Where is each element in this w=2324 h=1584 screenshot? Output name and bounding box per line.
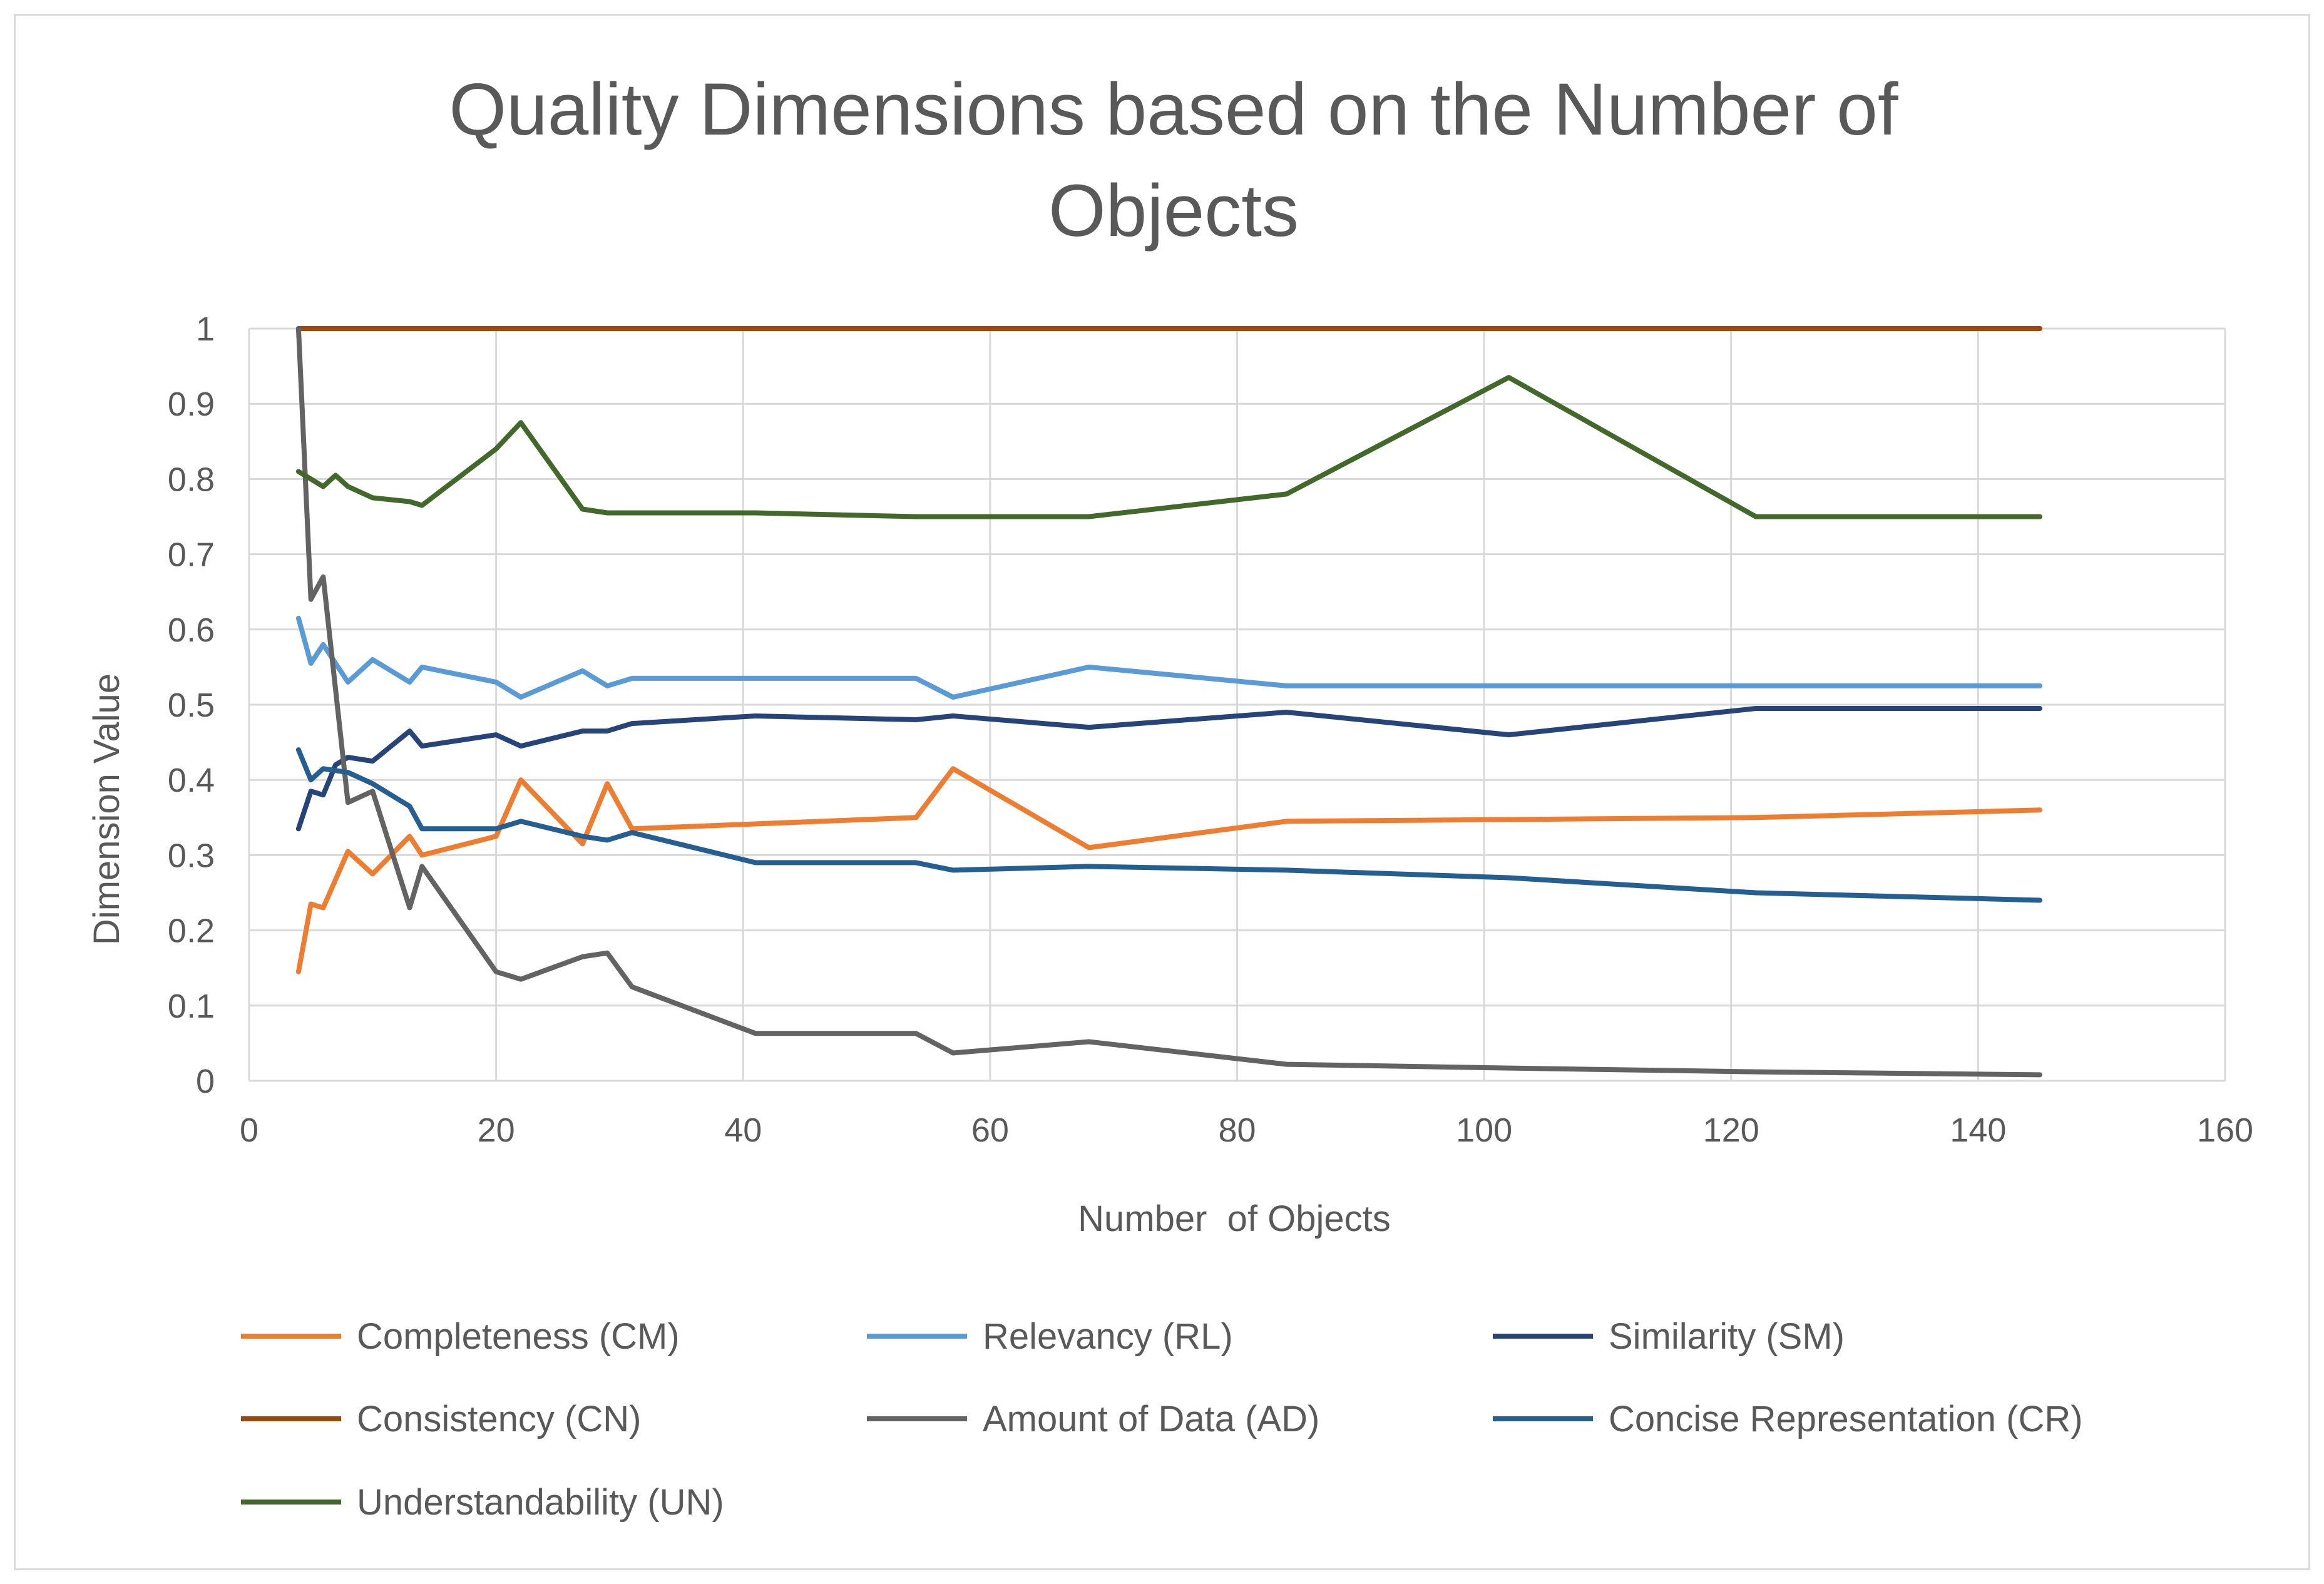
series-line-relevancy-rl — [295, 615, 2042, 700]
series-line-concise-representation-cr — [295, 747, 2042, 903]
legend-label-concise-representation-cr: Concise Representation (CR) — [1609, 1399, 2083, 1439]
y-tick-label: 0 — [196, 1063, 215, 1100]
y-tick-label: 0.3 — [168, 837, 215, 874]
chart-canvas: Quality Dimensions based on the Number o… — [86, 68, 2253, 1523]
y-tick-label: 0.9 — [168, 386, 215, 423]
chart-frame: Quality Dimensions based on the Number o… — [14, 14, 2310, 1570]
x-tick-label: 140 — [1950, 1111, 2006, 1149]
x-tick-label: 20 — [478, 1111, 515, 1149]
y-tick-label: 1 — [196, 310, 215, 348]
x-axis-title: Number of Objects — [1078, 1198, 1391, 1239]
series-line-amount-of-data-ad — [295, 326, 2042, 1078]
legend: Completeness (CM) Relevancy (RL) Similarit… — [241, 1316, 2083, 1523]
x-tick-label: 40 — [724, 1111, 762, 1149]
axis-tick-labels: 0 0.1 0.2 0.3 0.4 0.5 0.6 0.7 0.8 0.9 1 0 20 40 60 80 10… — [168, 310, 2253, 1149]
y-tick-label: 0.2 — [168, 912, 215, 950]
y-tick-label: 0.6 — [168, 611, 215, 649]
chart-title-line-2: Objects — [1048, 170, 1299, 252]
legend-label-understandability-un: Understandability (UN) — [357, 1482, 724, 1523]
x-tick-label: 100 — [1456, 1111, 1512, 1149]
y-tick-label: 0.8 — [168, 461, 215, 498]
y-axis-title: Dimension Value — [86, 673, 127, 945]
y-tick-label: 0.7 — [168, 536, 215, 574]
chart-title-line-1: Quality Dimensions based on the Number o… — [449, 68, 1898, 151]
legend-label-similarity-sm: Similarity (SM) — [1609, 1316, 1845, 1357]
y-tick-label: 0.4 — [168, 762, 215, 799]
series-lines — [295, 326, 2042, 1078]
series-line-completeness-cm — [295, 766, 2042, 974]
series-line-similarity-sm — [295, 706, 2042, 832]
x-tick-label: 60 — [971, 1111, 1009, 1149]
series-line-understandability-un — [295, 375, 2042, 519]
x-tick-label: 80 — [1218, 1111, 1256, 1149]
legend-label-relevancy-rl: Relevancy (RL) — [983, 1316, 1233, 1357]
y-tick-label: 0.5 — [168, 687, 215, 724]
x-tick-label: 160 — [2197, 1111, 2253, 1149]
legend-label-completeness-cm: Completeness (CM) — [357, 1316, 680, 1357]
x-tick-label: 0 — [240, 1111, 259, 1149]
legend-label-amount-of-data-ad: Amount of Data (AD) — [983, 1399, 1319, 1439]
y-tick-label: 0.1 — [168, 988, 215, 1025]
x-tick-label: 120 — [1703, 1111, 1759, 1149]
legend-label-consistency-cn: Consistency (CN) — [357, 1399, 641, 1439]
